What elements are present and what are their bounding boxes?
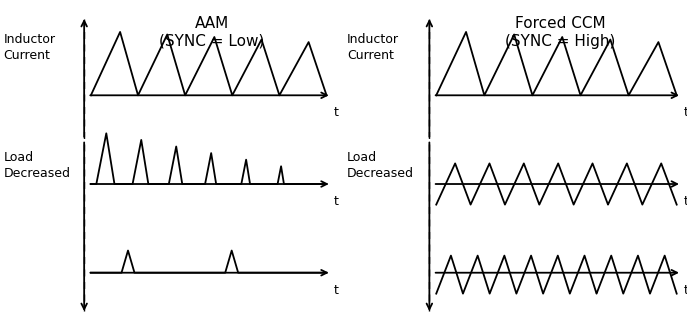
Text: Load
Decreased: Load Decreased: [3, 150, 70, 180]
Text: Inductor
Current: Inductor Current: [347, 33, 399, 62]
Text: Inductor
Current: Inductor Current: [3, 33, 56, 62]
Text: t: t: [333, 195, 338, 208]
Text: t: t: [333, 284, 338, 297]
Text: t: t: [684, 195, 687, 208]
Text: Load
Decreased: Load Decreased: [347, 150, 414, 180]
Text: t: t: [333, 106, 338, 119]
Text: t: t: [684, 284, 687, 297]
Text: Forced CCM
(SYNC = High): Forced CCM (SYNC = High): [505, 16, 615, 49]
Text: t: t: [684, 106, 687, 119]
Text: AAM
(SYNC = Low): AAM (SYNC = Low): [159, 16, 264, 49]
